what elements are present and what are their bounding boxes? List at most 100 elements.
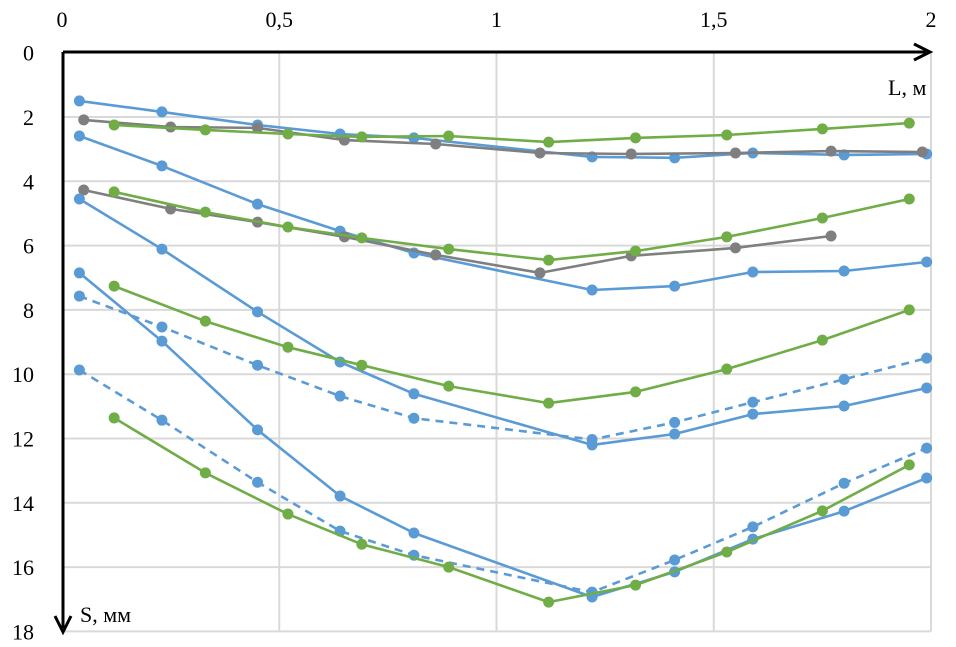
data-point — [816, 212, 828, 224]
data-point — [199, 124, 211, 136]
data-point — [73, 95, 85, 107]
data-point — [903, 459, 915, 471]
x-axis-label: L, м — [888, 75, 926, 100]
y-tick-label: 0 — [23, 41, 34, 66]
data-point — [443, 561, 455, 573]
data-point — [408, 527, 420, 539]
x-tick-label: 1,5 — [700, 7, 728, 32]
data-point — [356, 232, 368, 244]
data-point — [252, 198, 264, 210]
y-tick-label: 16 — [12, 555, 34, 580]
data-point — [252, 424, 264, 436]
gridlines — [62, 52, 932, 633]
data-point — [586, 433, 598, 445]
series-gray-2 — [78, 184, 837, 279]
data-point — [838, 373, 850, 385]
data-point — [816, 123, 828, 135]
data-point — [534, 267, 546, 279]
series-group — [73, 95, 933, 608]
data-point — [630, 132, 642, 144]
data-point — [747, 266, 759, 278]
series-line — [83, 118, 923, 156]
y-tick-label: 10 — [12, 362, 34, 387]
data-point — [630, 245, 642, 257]
data-point — [252, 122, 264, 134]
data-point — [356, 538, 368, 550]
data-point — [282, 341, 294, 353]
series-green-1 — [108, 117, 915, 148]
data-point — [669, 416, 681, 428]
data-point — [156, 321, 168, 333]
data-point — [199, 206, 211, 218]
series-line — [78, 134, 927, 292]
data-point — [543, 596, 555, 608]
data-point — [156, 160, 168, 172]
data-point — [282, 221, 294, 233]
axes — [53, 42, 934, 636]
data-point — [543, 254, 555, 266]
data-point — [356, 359, 368, 371]
series-line — [83, 188, 832, 275]
series-blue-2 — [73, 130, 933, 296]
data-point — [443, 130, 455, 142]
data-point — [630, 579, 642, 591]
data-point — [921, 472, 933, 484]
data-point — [356, 131, 368, 143]
y-tick-label: 6 — [23, 234, 34, 259]
data-point — [838, 400, 850, 412]
data-point — [669, 280, 681, 292]
data-point — [199, 467, 211, 479]
x-tick-label: 2 — [926, 7, 937, 32]
series-green-2 — [108, 186, 915, 266]
data-point — [156, 414, 168, 426]
data-point — [903, 117, 915, 129]
series-line — [114, 121, 910, 144]
x-tick-label: 1 — [491, 7, 502, 32]
data-point — [408, 388, 420, 400]
series-line — [113, 284, 910, 405]
data-point — [534, 147, 546, 159]
data-point — [903, 304, 915, 316]
data-point — [825, 145, 837, 157]
data-point — [252, 476, 264, 488]
data-point — [543, 397, 555, 409]
series-green-4 — [108, 412, 915, 608]
data-point — [747, 521, 759, 533]
series-blue-3 — [73, 193, 933, 451]
data-point — [443, 243, 455, 255]
data-point — [73, 193, 85, 205]
series-blue-4 — [73, 267, 933, 603]
data-point — [108, 280, 120, 292]
series-blue-dashed-2 — [73, 364, 933, 598]
y-tick-label: 14 — [12, 491, 34, 516]
data-point — [199, 315, 211, 327]
data-point — [921, 442, 933, 454]
y-tick-label: 4 — [23, 169, 34, 194]
series-line — [78, 368, 928, 594]
data-point — [921, 256, 933, 268]
data-point — [156, 335, 168, 347]
data-point — [729, 242, 741, 254]
data-point — [73, 290, 85, 302]
data-point — [334, 390, 346, 402]
data-point — [838, 265, 850, 277]
data-point — [430, 249, 442, 261]
series-line — [78, 294, 928, 441]
data-point — [816, 505, 828, 517]
data-point — [108, 119, 120, 131]
series-line — [113, 190, 910, 262]
data-point — [282, 508, 294, 520]
series-line — [113, 416, 910, 604]
data-point — [108, 186, 120, 198]
data-point — [721, 129, 733, 141]
data-point — [156, 243, 168, 255]
x-tick-label: 0 — [57, 7, 68, 32]
data-point — [669, 428, 681, 440]
x-axis-arrow-icon — [913, 42, 934, 62]
data-point — [73, 130, 85, 142]
data-point — [921, 352, 933, 364]
data-point — [443, 380, 455, 392]
data-point — [252, 359, 264, 371]
y-axis-label: S, мм — [80, 602, 131, 627]
y-tick-label: 18 — [12, 619, 34, 644]
